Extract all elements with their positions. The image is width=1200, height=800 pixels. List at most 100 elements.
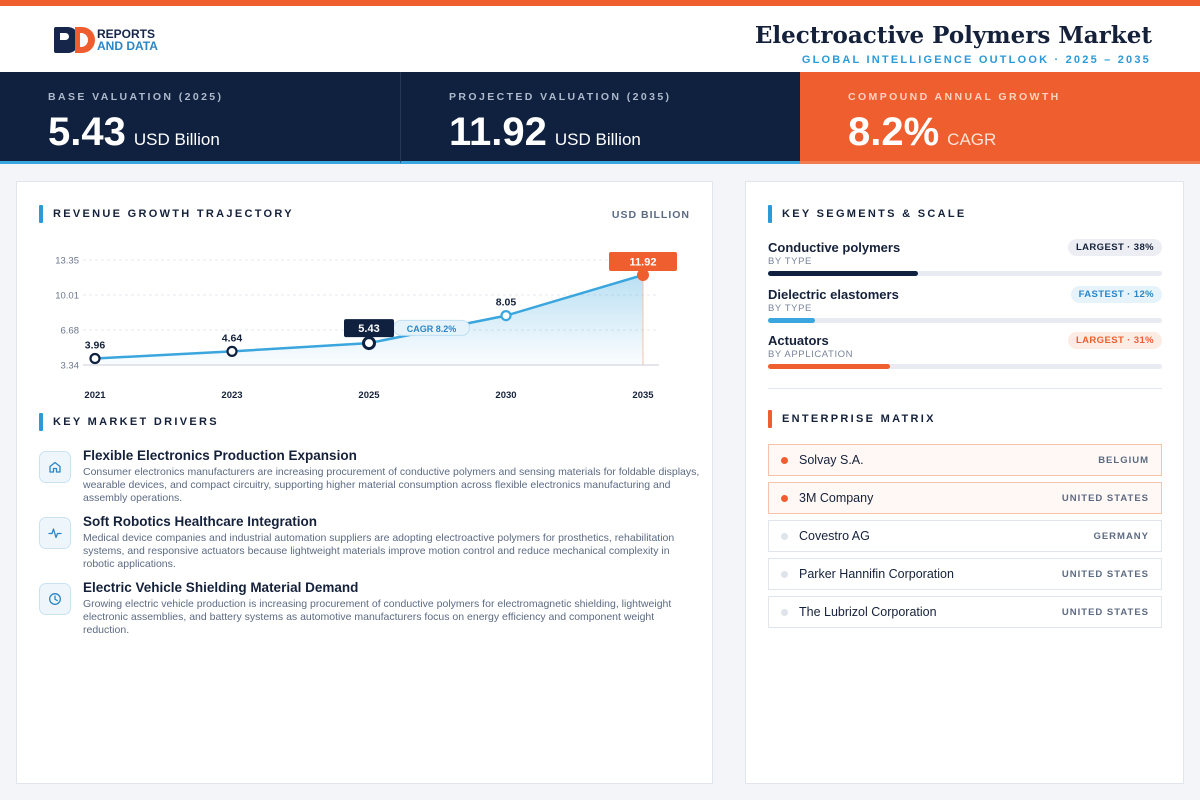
y-tick-label: 10.01 bbox=[55, 291, 79, 302]
enterprise-row[interactable]: 3M Company UNITED STATES bbox=[768, 482, 1162, 514]
enterprise-name: Parker Hannifin Corporation bbox=[799, 567, 954, 581]
final-value-badge bbox=[609, 252, 677, 271]
area-fill bbox=[95, 275, 643, 365]
x-tick-label: 2035 bbox=[632, 390, 654, 401]
section-divider bbox=[768, 388, 1162, 389]
segment-type: BY TYPE bbox=[768, 303, 812, 314]
driver-title: Soft Robotics Healthcare Integration bbox=[83, 514, 318, 529]
segments-section-title: KEY SEGMENTS & SCALE bbox=[782, 208, 967, 220]
driver-description: Growing electric vehicle production is i… bbox=[83, 598, 672, 636]
header: REPORTS AND DATA Electroactive Polymers … bbox=[0, 6, 1200, 72]
kpi-value: 11.92 bbox=[449, 110, 547, 154]
status-dot-icon bbox=[781, 571, 788, 578]
segment-row: Conductive polymers BY TYPE LARGEST · 38… bbox=[768, 239, 1162, 286]
kpi-value: 5.43 bbox=[48, 110, 126, 154]
kpi-value-wrap: 5.43 USD Billion bbox=[48, 109, 220, 163]
driver-description: Consumer electronics manufacturers are i… bbox=[83, 466, 700, 504]
enterprise-row[interactable]: Solvay S.A. BELGIUM bbox=[768, 444, 1162, 476]
data-point bbox=[226, 345, 238, 357]
drivers-section-title: KEY MARKET DRIVERS bbox=[53, 416, 219, 428]
segment-row: Dielectric elastomers BY TYPE FASTEST · … bbox=[768, 286, 1162, 333]
logo-wordmark: REPORTS AND DATA bbox=[97, 28, 158, 52]
segments-section-header: KEY SEGMENTS & SCALE bbox=[768, 205, 967, 223]
segment-track bbox=[768, 318, 1162, 323]
data-label: 8.05 bbox=[496, 297, 517, 309]
kpi-value-wrap: 11.92 USD Billion bbox=[449, 109, 641, 163]
kpi-value: 8.2% bbox=[848, 110, 940, 154]
chart-unit-label: USD BILLION bbox=[611, 209, 690, 221]
data-label: 5.43 bbox=[358, 323, 379, 335]
enterprise-country: UNITED STATES bbox=[1061, 607, 1149, 618]
segment-badge: LARGEST · 38% bbox=[1067, 239, 1162, 256]
driver-item: Soft Robotics Healthcare Integration Med… bbox=[39, 514, 699, 580]
y-tick-label: 6.68 bbox=[61, 325, 80, 336]
driver-description: Medical device companies and industrial … bbox=[83, 532, 675, 570]
kpi-projected-valuation: PROJECTED VALUATION (2035) 11.92 USD Bill… bbox=[400, 72, 800, 164]
data-label: 11.92 bbox=[630, 257, 657, 269]
segment-name: Conductive polymers bbox=[768, 240, 901, 255]
segment-share-bar bbox=[768, 364, 891, 369]
page-title: Electroactive Polymers Market bbox=[754, 22, 1152, 49]
x-tick-label: 2025 bbox=[358, 390, 380, 401]
kpi-unit: CAGR bbox=[947, 130, 997, 149]
enterprise-section-title: ENTERPRISE MATRIX bbox=[782, 413, 936, 425]
chart-section-title: REVENUE GROWTH TRAJECTORY bbox=[53, 208, 294, 220]
x-tick-label: 2023 bbox=[221, 390, 242, 401]
logo-mark-icon bbox=[54, 27, 96, 53]
status-dot-icon bbox=[781, 457, 788, 464]
x-tick-label: 2021 bbox=[84, 390, 106, 401]
kpi-cagr: COMPOUND ANNUAL GROWTH 8.2% CAGR bbox=[800, 72, 1200, 164]
kpi-unit: USD Billion bbox=[554, 130, 641, 149]
revenue-chart: 13.35 10.01 6.68 3.34 CAGR 8.2% 3.96 2021 4.64 2… bbox=[55, 252, 677, 401]
data-label: 3.96 bbox=[85, 339, 106, 351]
y-tick-label: 13.35 bbox=[55, 256, 79, 267]
highlight-value-badge bbox=[344, 319, 394, 338]
section-accent bbox=[39, 205, 43, 223]
data-point bbox=[362, 336, 376, 351]
segment-name: Actuators bbox=[768, 333, 829, 348]
segment-row: Actuators BY APPLICATION LARGEST · 31% bbox=[768, 332, 1162, 379]
chart-section-header: REVENUE GROWTH TRAJECTORY bbox=[39, 205, 294, 223]
segment-badge: FASTEST · 12% bbox=[1070, 286, 1162, 303]
section-accent bbox=[39, 413, 43, 431]
status-dot-icon bbox=[781, 533, 788, 540]
segment-share-bar bbox=[768, 318, 816, 323]
y-tick-label: 3.34 bbox=[61, 361, 80, 372]
drivers-section-header: KEY MARKET DRIVERS bbox=[39, 413, 219, 431]
top-accent-bar bbox=[0, 0, 1200, 6]
pulse-icon bbox=[39, 517, 71, 549]
enterprise-country: UNITED STATES bbox=[1061, 569, 1149, 580]
enterprise-name: Covestro AG bbox=[799, 529, 870, 543]
driver-title: Electric Vehicle Shielding Material Dema… bbox=[83, 580, 359, 595]
right-panel: KEY SEGMENTS & SCALE Conductive polymers… bbox=[745, 181, 1184, 784]
data-point bbox=[89, 352, 101, 365]
cagr-annotation: CAGR 8.2% bbox=[407, 324, 457, 334]
page-subtitle: GLOBAL INTELLIGENCE OUTLOOK · 2025 – 203… bbox=[801, 54, 1151, 66]
kpi-label: BASE VALUATION (2025) bbox=[48, 91, 224, 103]
segment-badge: LARGEST · 31% bbox=[1067, 332, 1162, 349]
enterprise-row[interactable]: The Lubrizol Corporation UNITED STATES bbox=[768, 596, 1162, 628]
enterprise-country: GERMANY bbox=[1093, 531, 1149, 542]
segment-track bbox=[768, 271, 1162, 276]
kpi-label: PROJECTED VALUATION (2035) bbox=[449, 91, 672, 103]
segment-share-bar bbox=[768, 271, 918, 276]
driver-item: Electric Vehicle Shielding Material Dema… bbox=[39, 580, 699, 646]
logo-line-1: REPORTS bbox=[97, 27, 156, 41]
kpi-value-wrap: 8.2% CAGR bbox=[848, 109, 996, 163]
enterprise-country: UNITED STATES bbox=[1061, 493, 1149, 504]
x-tick-label: 2030 bbox=[495, 390, 516, 401]
brand-logo[interactable]: REPORTS AND DATA bbox=[54, 26, 158, 54]
segment-type: BY TYPE bbox=[768, 256, 812, 267]
data-point bbox=[637, 269, 649, 281]
enterprise-row[interactable]: Covestro AG GERMANY bbox=[768, 520, 1162, 552]
clock-icon bbox=[39, 583, 71, 615]
enterprise-row[interactable]: Parker Hannifin Corporation UNITED STATE… bbox=[768, 558, 1162, 590]
driver-title: Flexible Electronics Production Expansio… bbox=[83, 448, 357, 463]
section-accent bbox=[768, 205, 772, 223]
data-point bbox=[500, 309, 512, 322]
drivers-list: Flexible Electronics Production Expansio… bbox=[39, 448, 699, 646]
segment-name: Dielectric elastomers bbox=[768, 287, 899, 302]
enterprise-name: 3M Company bbox=[799, 491, 874, 505]
kpi-label: COMPOUND ANNUAL GROWTH bbox=[848, 91, 1061, 103]
status-dot-icon bbox=[781, 609, 788, 616]
